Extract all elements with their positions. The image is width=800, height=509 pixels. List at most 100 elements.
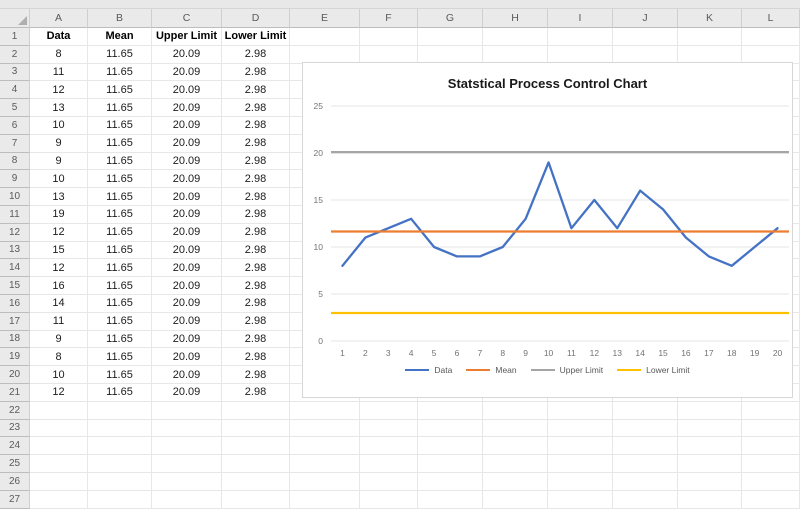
row-header-25[interactable]: 25	[0, 455, 30, 473]
cell-J25[interactable]	[613, 455, 678, 473]
cell-K25[interactable]	[678, 455, 742, 473]
cell-I1[interactable]	[548, 28, 613, 46]
cell-I22[interactable]	[548, 401, 613, 420]
cell-J27[interactable]	[613, 490, 678, 509]
row-header-7[interactable]: 7	[0, 134, 30, 153]
cell-H26[interactable]	[483, 472, 548, 491]
cell-G24[interactable]	[418, 437, 483, 456]
cell-A23[interactable]	[30, 419, 88, 438]
row-header-5[interactable]: 5	[0, 99, 30, 117]
cell-C1[interactable]: Upper Limit	[152, 28, 222, 46]
cell-D15[interactable]: 2.98	[222, 277, 290, 295]
cell-K2[interactable]	[678, 45, 742, 64]
cell-L25[interactable]	[742, 455, 800, 473]
cell-B17[interactable]: 11.65	[88, 312, 152, 331]
row-header-11[interactable]: 11	[0, 205, 30, 224]
cell-C4[interactable]: 20.09	[152, 81, 222, 100]
cell-E25[interactable]	[290, 455, 360, 473]
cell-G26[interactable]	[418, 472, 483, 491]
cell-F2[interactable]	[360, 45, 418, 64]
row-header-6[interactable]: 6	[0, 116, 30, 135]
cell-C6[interactable]: 20.09	[152, 116, 222, 135]
cell-L1[interactable]	[742, 28, 800, 46]
cell-D4[interactable]: 2.98	[222, 81, 290, 100]
cell-B23[interactable]	[88, 419, 152, 438]
cell-L26[interactable]	[742, 472, 800, 491]
cell-A4[interactable]: 12	[30, 81, 88, 100]
cell-E22[interactable]	[290, 401, 360, 420]
row-header-8[interactable]: 8	[0, 152, 30, 171]
cell-L27[interactable]	[742, 490, 800, 509]
cell-I23[interactable]	[548, 419, 613, 438]
cell-B20[interactable]: 11.65	[88, 366, 152, 384]
cell-H23[interactable]	[483, 419, 548, 438]
cell-A17[interactable]: 11	[30, 312, 88, 331]
cell-C19[interactable]: 20.09	[152, 348, 222, 367]
cell-L2[interactable]	[742, 45, 800, 64]
row-header-26[interactable]: 26	[0, 472, 30, 491]
column-header-E[interactable]: E	[290, 9, 360, 28]
cell-D22[interactable]	[222, 401, 290, 420]
cell-B24[interactable]	[88, 437, 152, 456]
cell-H2[interactable]	[483, 45, 548, 64]
cell-C7[interactable]: 20.09	[152, 134, 222, 153]
cell-A15[interactable]: 16	[30, 277, 88, 295]
cell-A12[interactable]: 12	[30, 223, 88, 242]
cell-A11[interactable]: 19	[30, 205, 88, 224]
row-header-20[interactable]: 20	[0, 366, 30, 384]
cell-H24[interactable]	[483, 437, 548, 456]
cell-C8[interactable]: 20.09	[152, 152, 222, 171]
cell-B3[interactable]: 11.65	[88, 63, 152, 82]
cell-K24[interactable]	[678, 437, 742, 456]
cell-A19[interactable]: 8	[30, 348, 88, 367]
row-header-3[interactable]: 3	[0, 63, 30, 82]
cell-A24[interactable]	[30, 437, 88, 456]
cell-A3[interactable]: 11	[30, 63, 88, 82]
cell-C20[interactable]: 20.09	[152, 366, 222, 384]
cell-F27[interactable]	[360, 490, 418, 509]
cell-I24[interactable]	[548, 437, 613, 456]
cell-C14[interactable]: 20.09	[152, 259, 222, 278]
select-all-corner[interactable]	[0, 9, 30, 28]
cell-C27[interactable]	[152, 490, 222, 509]
legend-item-mean[interactable]: Mean	[466, 365, 517, 375]
cell-B11[interactable]: 11.65	[88, 205, 152, 224]
cell-H27[interactable]	[483, 490, 548, 509]
cell-G1[interactable]	[418, 28, 483, 46]
cell-G22[interactable]	[418, 401, 483, 420]
cell-B9[interactable]: 11.65	[88, 170, 152, 189]
cell-D26[interactable]	[222, 472, 290, 491]
row-header-15[interactable]: 15	[0, 277, 30, 295]
cell-K1[interactable]	[678, 28, 742, 46]
row-header-17[interactable]: 17	[0, 312, 30, 331]
cell-A10[interactable]: 13	[30, 188, 88, 206]
cell-A13[interactable]: 15	[30, 241, 88, 260]
row-header-18[interactable]: 18	[0, 330, 30, 349]
row-header-1[interactable]: 1	[0, 28, 30, 46]
cell-J2[interactable]	[613, 45, 678, 64]
cell-K23[interactable]	[678, 419, 742, 438]
cell-C24[interactable]	[152, 437, 222, 456]
cell-B2[interactable]: 11.65	[88, 45, 152, 64]
cell-B19[interactable]: 11.65	[88, 348, 152, 367]
cell-E24[interactable]	[290, 437, 360, 456]
row-header-9[interactable]: 9	[0, 170, 30, 189]
cell-D7[interactable]: 2.98	[222, 134, 290, 153]
cell-I27[interactable]	[548, 490, 613, 509]
cell-C11[interactable]: 20.09	[152, 205, 222, 224]
cell-D24[interactable]	[222, 437, 290, 456]
cell-C26[interactable]	[152, 472, 222, 491]
cell-A1[interactable]: Data	[30, 28, 88, 46]
cell-B13[interactable]: 11.65	[88, 241, 152, 260]
cell-D16[interactable]: 2.98	[222, 294, 290, 313]
cell-E2[interactable]	[290, 45, 360, 64]
cell-D18[interactable]: 2.98	[222, 330, 290, 349]
cell-D19[interactable]: 2.98	[222, 348, 290, 367]
cell-D11[interactable]: 2.98	[222, 205, 290, 224]
cell-B6[interactable]: 11.65	[88, 116, 152, 135]
cell-C23[interactable]	[152, 419, 222, 438]
row-header-12[interactable]: 12	[0, 223, 30, 242]
row-header-4[interactable]: 4	[0, 81, 30, 100]
cell-I2[interactable]	[548, 45, 613, 64]
cell-I26[interactable]	[548, 472, 613, 491]
